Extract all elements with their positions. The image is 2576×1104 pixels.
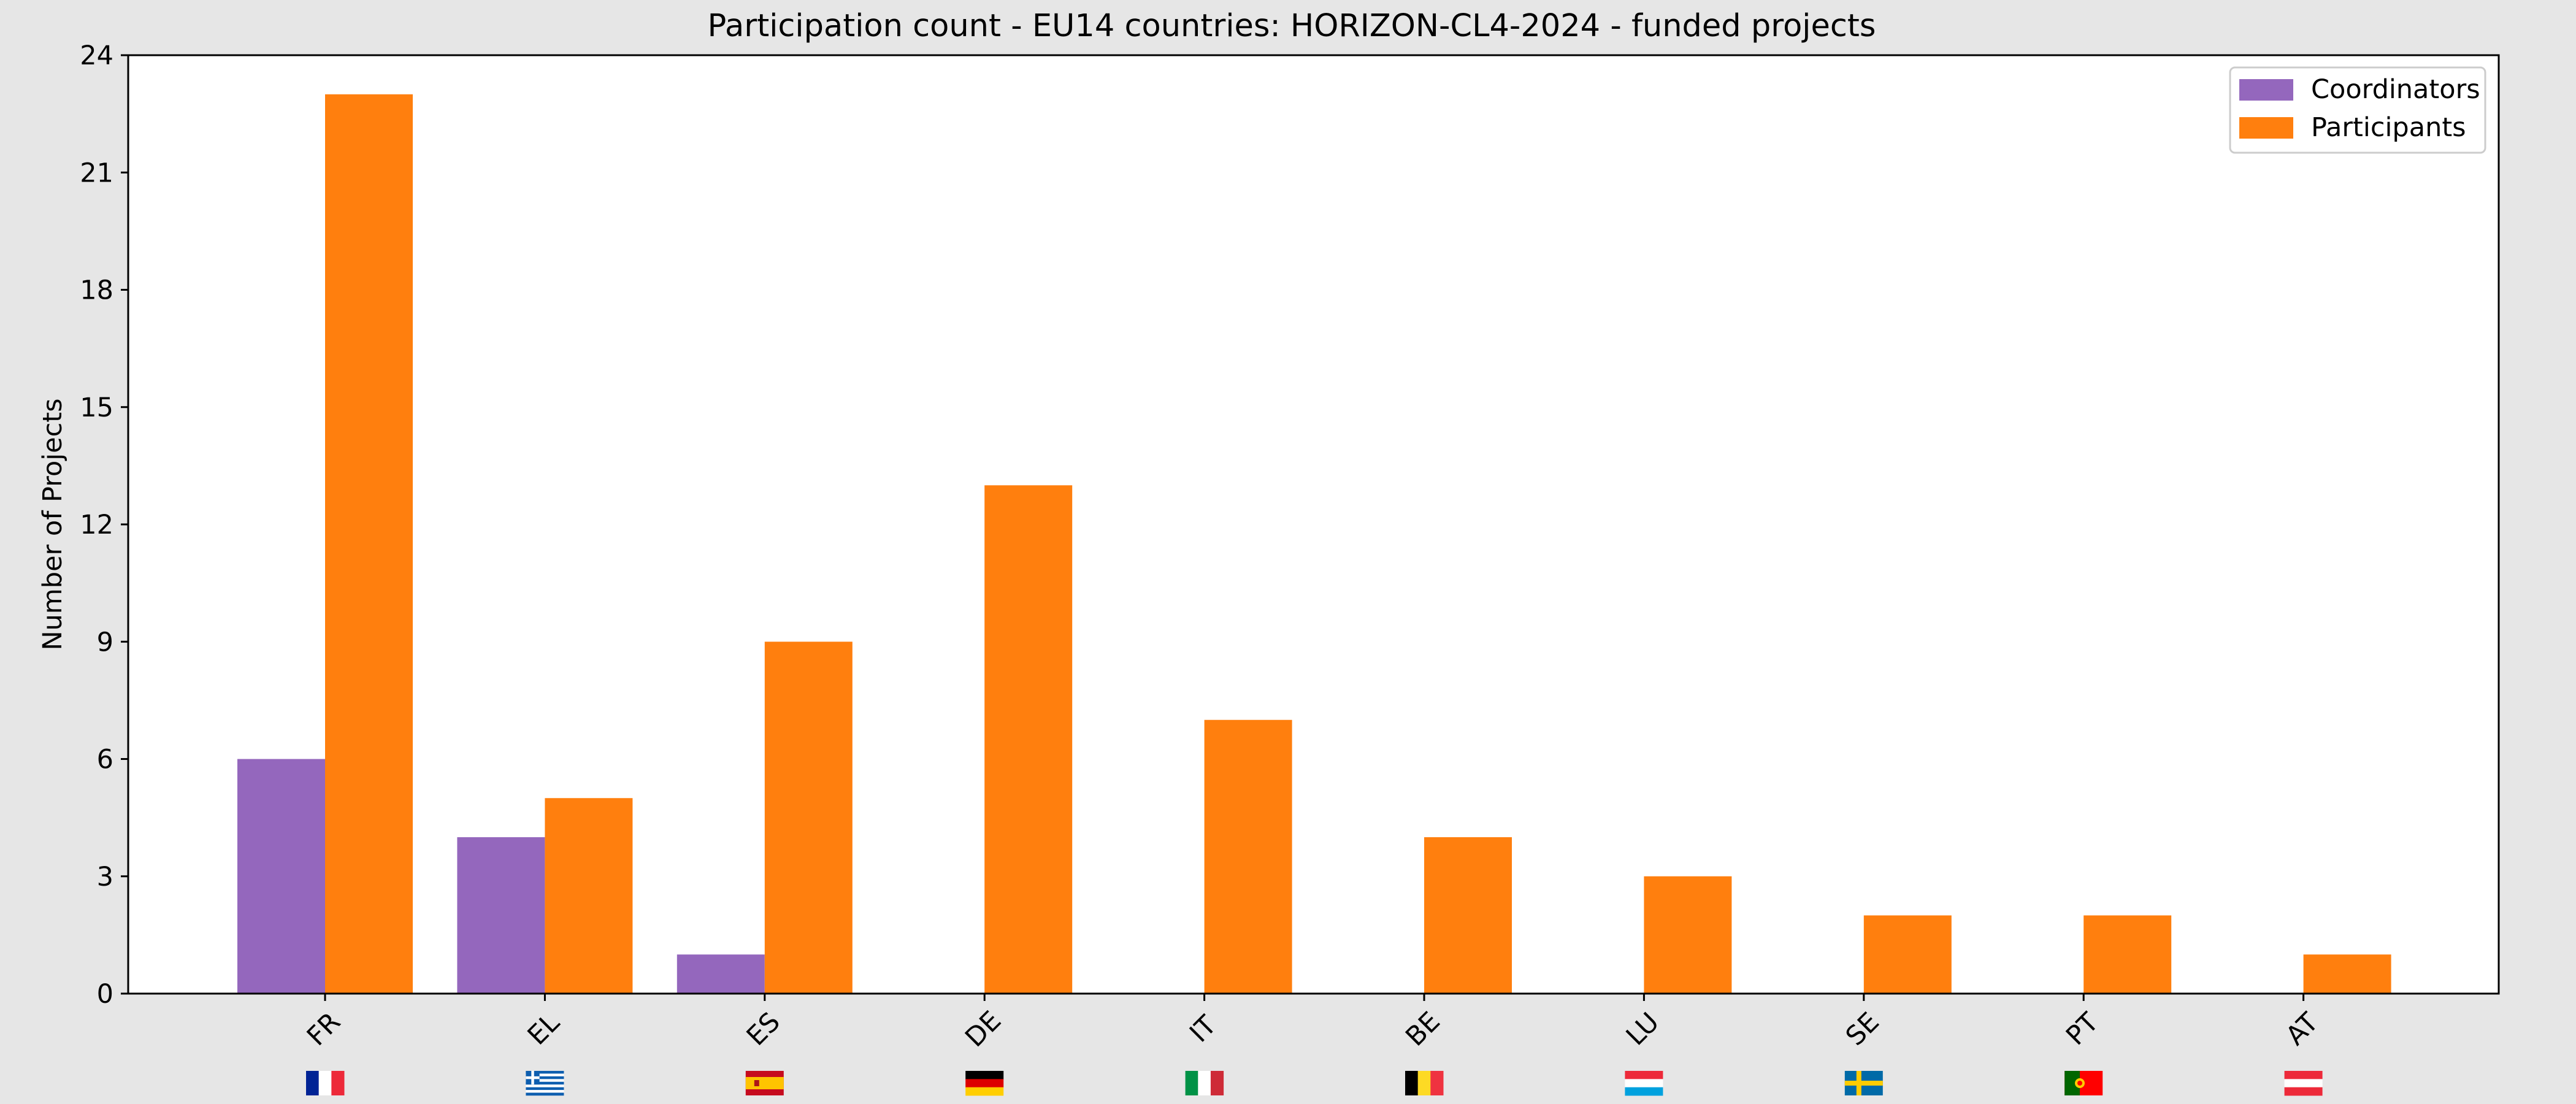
y-tick-label: 21 [80, 158, 113, 188]
legend-swatch-coordinators [2239, 79, 2293, 101]
x-tick-label-es: ES [741, 1006, 786, 1052]
y-tick-label: 15 [80, 393, 113, 423]
y-tick-label: 18 [80, 275, 113, 306]
chart-legend: Coordinators Participants [2229, 66, 2486, 154]
x-axis: FR EL ES DE IT BE LU SE PT AT [301, 994, 2325, 1053]
flag-sweden-icon [1844, 1071, 1883, 1095]
flag-belgium-icon [1405, 1071, 1444, 1095]
y-tick-label: 9 [97, 627, 113, 657]
flag-italy-icon [1185, 1071, 1224, 1095]
bar-participants-be [1424, 837, 1512, 994]
legend-box [2229, 66, 2486, 154]
legend-label-participants: Participants [2311, 112, 2466, 143]
y-tick-label: 3 [97, 862, 113, 892]
flags-layer [306, 1071, 2323, 1096]
x-tick-label-fr: FR [301, 1006, 347, 1052]
flag-france-icon [306, 1071, 345, 1095]
legend-label-coordinators: Coordinators [2311, 74, 2480, 105]
y-axis-label: Number of Projects [37, 398, 68, 650]
flag-germany-icon [965, 1071, 1004, 1096]
legend-swatch-participants [2239, 117, 2293, 139]
bar-participants-fr [325, 94, 413, 994]
bar-participants-de [984, 485, 1073, 994]
flag-greece-icon [526, 1071, 564, 1096]
bar-participants-el [545, 798, 633, 994]
bar-coordinators-es [677, 954, 765, 994]
x-tick-label-lu: LU [1620, 1007, 1665, 1052]
bar-participants-es [764, 642, 853, 994]
flag-portugal-icon [2064, 1071, 2103, 1095]
y-tick-label: 24 [80, 40, 113, 71]
x-tick-label-pt: PT [2060, 1006, 2105, 1051]
flag-luxembourg-icon [1625, 1071, 1663, 1096]
x-tick-label-it: IT [1184, 1010, 1222, 1048]
bars-layer [237, 94, 2391, 994]
x-tick-label-se: SE [1840, 1006, 1885, 1052]
flag-austria-icon [2284, 1071, 2323, 1096]
y-axis: 0 3 6 9 12 15 18 21 24 [80, 40, 128, 1010]
bar-participants-it [1204, 719, 1292, 994]
x-tick-label-be: BE [1400, 1006, 1446, 1052]
x-tick-label-el: EL [522, 1007, 566, 1051]
bar-coordinators-el [457, 837, 545, 994]
bar-coordinators-fr [237, 759, 325, 994]
bar-participants-at [2303, 954, 2391, 994]
bar-participants-se [1863, 915, 1952, 994]
chart-title: Participation count - EU14 countries: HO… [708, 8, 1876, 44]
bar-participants-lu [1644, 876, 1732, 994]
y-tick-label: 6 [97, 745, 113, 775]
y-tick-label: 12 [80, 510, 113, 540]
x-tick-label-de: DE [959, 1005, 1007, 1053]
x-tick-label-at: AT [2280, 1006, 2325, 1051]
bar-participants-pt [2083, 915, 2172, 994]
y-tick-label: 0 [97, 979, 113, 1010]
flag-spain-icon [745, 1071, 784, 1095]
